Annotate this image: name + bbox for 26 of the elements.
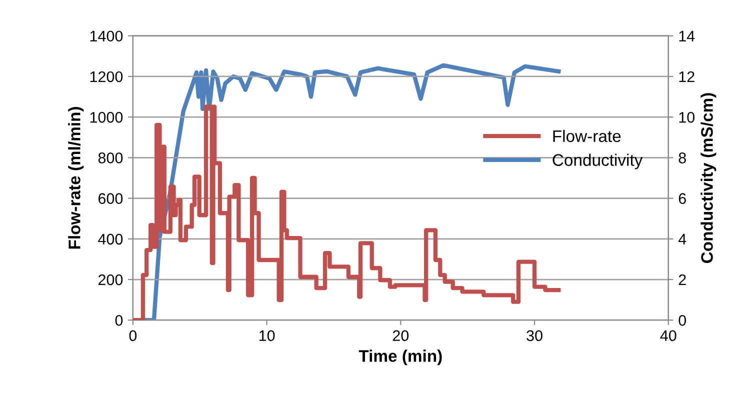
x-tick-label: 30 [526,330,542,342]
x-tick-label: 10 [259,330,275,342]
x-tick-label: 0 [129,330,137,342]
y2-tick-label: 10 [679,112,695,123]
y-tick-label: 0 [115,314,123,326]
x-tick-label: 40 [660,330,676,342]
legend-label: Conductivity [552,154,643,170]
y2-tick-label: 12 [679,71,694,82]
y-tick-label: 1400 [90,30,123,42]
y-tick-label: 1200 [90,71,123,82]
legend-label: Flow-rate [553,130,621,142]
y-axis-title: Flow-rate (ml/min) [68,107,84,249]
x-tick-label: 20 [392,330,409,342]
y-tick-label: 1000 [90,112,123,123]
y-tick-label: 200 [98,274,123,286]
y2-axis-title: Conductivity (mS/cm) [700,93,716,263]
y-tick-label: 600 [98,193,123,204]
y-tick-label: 400 [98,234,123,245]
y2-tick-label: 4 [678,234,686,244]
y2-tick-label: 8 [678,152,686,164]
y-tick-label: 800 [98,152,123,164]
y2-tick-label: 6 [678,193,686,204]
x-axis-title: Time (min) [358,350,442,366]
y2-tick-label: 0 [678,314,686,326]
y2-tick-label: 14 [679,30,695,42]
y2-tick-label: 2 [678,274,686,286]
